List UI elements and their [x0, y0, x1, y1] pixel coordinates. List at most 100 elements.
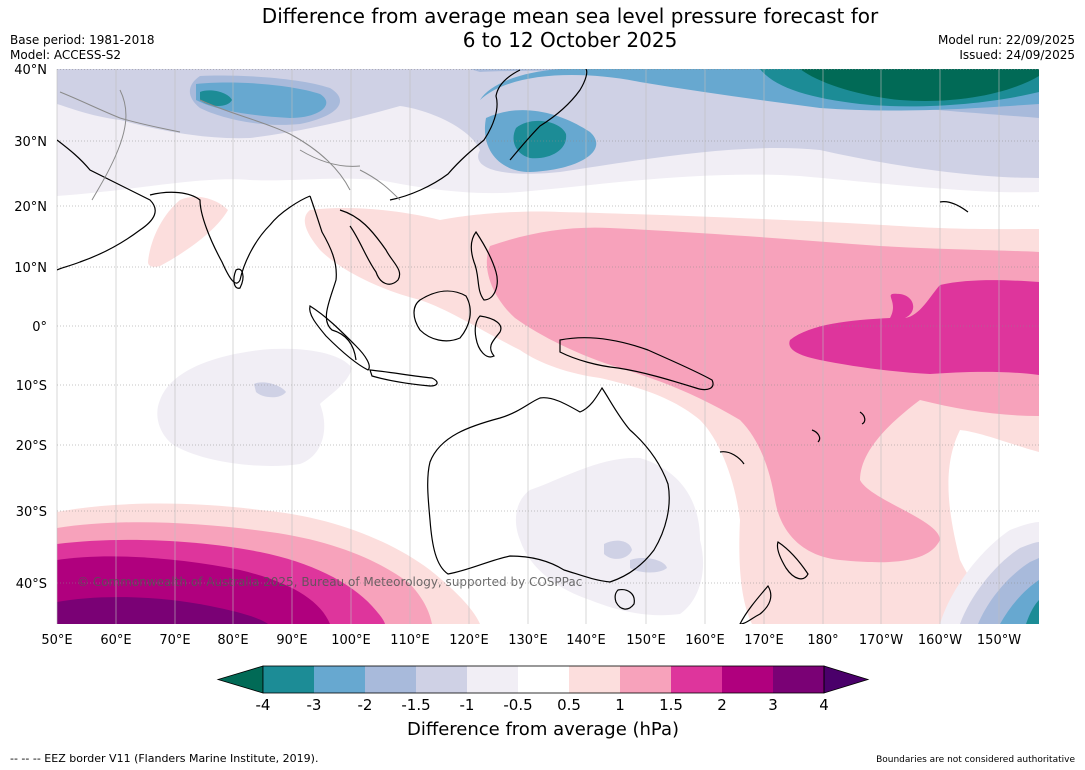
- colorbar-label: 0.5: [557, 696, 581, 714]
- coast-tasmania: [614, 589, 635, 610]
- colorbar-segment: [518, 666, 569, 693]
- colorbar-segment: [467, 666, 518, 693]
- coast-pacific-islands: [719, 201, 969, 465]
- lat-label: 30°N: [14, 135, 47, 150]
- anomaly-neg-australia: [515, 457, 704, 616]
- colorbar: [216, 665, 870, 694]
- anomaly-pos-india-light: [148, 196, 228, 267]
- title-line-2: 6 to 12 October 2025: [462, 28, 678, 52]
- colorbar-label: 1.5: [659, 696, 683, 714]
- lon-label: 110°E: [390, 633, 430, 648]
- colorbar-segment: [773, 666, 824, 693]
- colorbar-label: -3: [307, 696, 322, 714]
- lon-label: 170°E: [744, 633, 784, 648]
- lat-label: 40°S: [16, 577, 47, 592]
- lon-label: 160°W: [918, 633, 962, 648]
- borders: [59, 89, 401, 201]
- lon-label: 150°E: [626, 633, 666, 648]
- coast-china: [389, 69, 521, 201]
- lon-label: 150°W: [977, 633, 1021, 648]
- base-period: Base period: 1981-2018: [10, 33, 155, 47]
- lat-label: 40°N: [14, 63, 47, 78]
- colorbar-title: Difference from average (hPa): [406, 719, 680, 740]
- lon-label: 100°E: [331, 633, 371, 648]
- colorbar-segment: [263, 666, 314, 693]
- colorbar-label: -0.5: [503, 696, 532, 714]
- lon-label: 180°: [807, 633, 838, 648]
- colorbar-segment: [671, 666, 722, 693]
- anomaly-neg-indian-inner: [254, 382, 286, 398]
- coast-borneo: [413, 290, 471, 342]
- colorbar-segment: [365, 666, 416, 693]
- border-lines: [59, 89, 401, 201]
- colorbar-arrow-low: [216, 665, 264, 694]
- anomaly-neg-north-dark: [800, 69, 1039, 101]
- eez-note: -- -- -- EEZ border V11 (Flanders Marine…: [10, 752, 319, 765]
- map-title: Difference from average mean sea level p…: [0, 4, 1085, 52]
- colorbar-label: 4: [819, 696, 829, 714]
- coast-sumatra: [309, 305, 370, 371]
- lon-label: 70°E: [159, 633, 190, 648]
- coast-india: [149, 191, 311, 284]
- boundaries-note: Boundaries are not considered authoritat…: [876, 755, 1075, 765]
- coastlines: [57, 69, 969, 624]
- graticule: [56, 69, 1039, 624]
- colorbar-segment: [416, 666, 467, 693]
- coast-nz: [739, 541, 809, 624]
- coast-japan: [509, 69, 588, 161]
- coast-bay-bengal: [309, 195, 357, 361]
- anomaly-neg-australia-inner: [604, 540, 667, 573]
- lon-label: 170°W: [859, 633, 903, 648]
- colorbar-label: -1: [460, 696, 475, 714]
- colorbar-segment: [722, 666, 773, 693]
- meta-left: Base period: 1981-2018 Model: ACCESS-S2: [10, 33, 155, 63]
- colorbar-label: 3: [768, 696, 778, 714]
- anomaly-field: [57, 69, 1039, 624]
- lat-label: 10°S: [16, 379, 47, 394]
- colorbar-segment: [314, 666, 365, 693]
- colorbar-frame: [262, 665, 825, 694]
- lon-label: 120°E: [449, 633, 489, 648]
- lon-label: 140°E: [566, 633, 606, 648]
- colorbar-segment: [569, 666, 620, 693]
- colorbar-segment: [620, 666, 671, 693]
- colorbar-label: -2: [358, 696, 373, 714]
- meta-right: Model run: 22/09/2025 Issued: 24/09/2025: [938, 33, 1075, 63]
- lon-label: 160°E: [685, 633, 725, 648]
- colorbar-label: -1.5: [401, 696, 430, 714]
- coast-srilanka: [233, 268, 244, 289]
- lon-label: 90°E: [276, 633, 307, 648]
- lon-label: 60°E: [100, 633, 131, 648]
- lat-label: 20°S: [16, 439, 47, 454]
- coast-arabia-africa: [57, 139, 156, 271]
- anomaly-neg-north-teal: [200, 69, 1039, 159]
- anomaly-neg-se-corner-5: [1026, 600, 1039, 624]
- coast-sulawesi: [474, 315, 502, 358]
- lon-label: 50°E: [41, 633, 72, 648]
- colorbar-label: -4: [256, 696, 271, 714]
- graticule-lon: [56, 69, 1000, 624]
- coast-philippines: [470, 230, 498, 301]
- coast-indochina: [339, 209, 401, 285]
- coast-australia: [427, 386, 670, 583]
- copyright-text: © Commonwealth of Australia 2025, Bureau…: [77, 575, 582, 589]
- colorbar-label: 1: [615, 696, 625, 714]
- anomaly-pos-south-purple: [57, 597, 268, 624]
- lon-label: 130°E: [508, 633, 548, 648]
- coast-java: [369, 369, 438, 387]
- lat-label: 10°N: [14, 261, 47, 276]
- lat-label: 0°: [32, 320, 47, 335]
- model-name: Model: ACCESS-S2: [10, 48, 122, 62]
- colorbar-arrow-high: [823, 665, 870, 694]
- lat-labels: 40°N 30°N 20°N 10°N 0° 10°S 20°S 30°S 40…: [14, 63, 47, 592]
- anomaly-pos-pacific-magenta: [789, 280, 1039, 375]
- anomaly-neg-indian-ocean: [157, 348, 352, 466]
- colorbar-label: 2: [717, 696, 727, 714]
- issued-date: Issued: 24/09/2025: [959, 48, 1075, 62]
- anomaly-neg-se-corner-4: [1000, 580, 1039, 624]
- lon-labels: 50°E 60°E 70°E 80°E 90°E 100°E 110°E 120…: [41, 633, 1021, 648]
- lat-label: 30°S: [16, 505, 47, 520]
- lat-label: 20°N: [14, 200, 47, 215]
- coast-newguinea: [559, 337, 714, 391]
